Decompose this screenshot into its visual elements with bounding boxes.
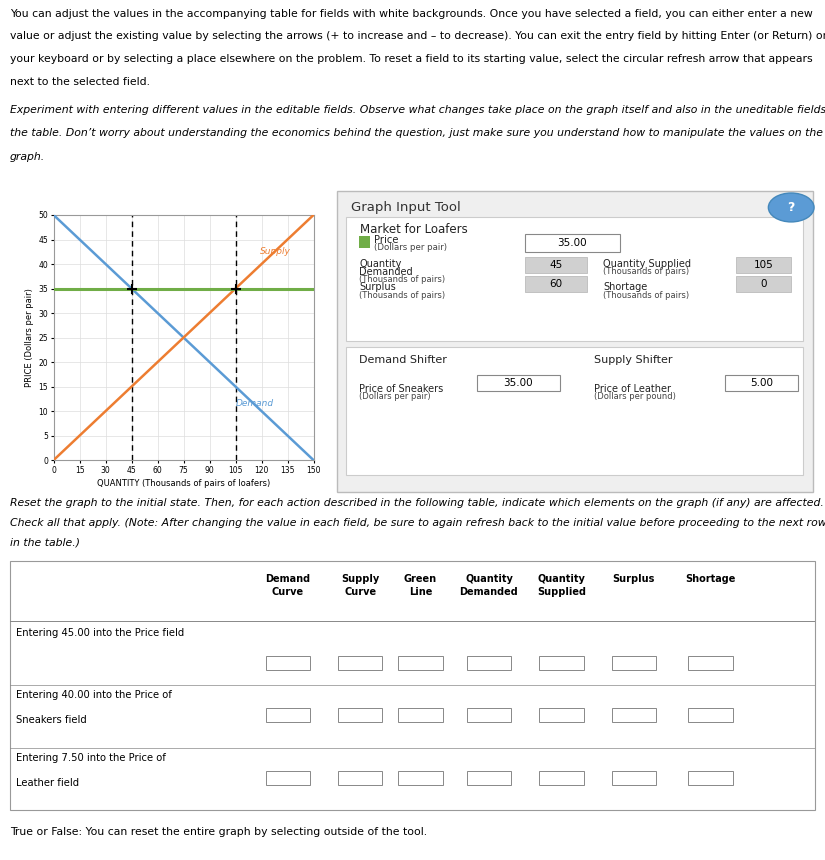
Text: Check all that apply. (Note: After changing the value in each field, be sure to : Check all that apply. (Note: After chang… [10,518,825,528]
Bar [266,771,310,784]
Text: your keyboard or by selecting a place elsewhere on the problem. To reset a field: your keyboard or by selecting a place el… [10,54,813,64]
Bar [688,709,733,722]
Text: Entering 45.00 into the Price field: Entering 45.00 into the Price field [16,628,185,638]
Text: Demand
Curve: Demand Curve [265,574,310,597]
Bar [540,709,583,722]
Text: Entering 7.50 into the Price of: Entering 7.50 into the Price of [16,752,166,763]
Text: Market for Loafers: Market for Loafers [361,223,468,236]
Bar [266,656,310,670]
Text: (Dollars per pair): (Dollars per pair) [374,243,446,252]
Text: Green
Line: Green Line [404,574,437,597]
Text: Demand Shifter: Demand Shifter [360,355,447,365]
Bar [724,375,799,391]
Text: Graph Input Tool: Graph Input Tool [351,201,460,214]
Bar [525,234,620,252]
Bar [338,709,382,722]
Text: in the table.): in the table.) [10,538,80,548]
Bar [540,771,583,784]
Text: 0: 0 [761,279,767,289]
Y-axis label: PRICE (Dollars per pair): PRICE (Dollars per pair) [25,288,34,387]
Text: 5.00: 5.00 [750,378,773,388]
Bar [467,656,512,670]
Text: Demanded: Demanded [360,267,413,277]
Text: Shortage: Shortage [686,574,736,585]
Text: 45: 45 [549,260,562,270]
Text: Entering 40.00 into the Price of: Entering 40.00 into the Price of [16,691,172,700]
Text: (Thousands of pairs): (Thousands of pairs) [360,291,446,299]
Bar [346,347,803,476]
Text: (Dollars per pound): (Dollars per pound) [594,391,676,401]
Bar [737,257,791,273]
Bar [688,771,733,784]
Bar [477,375,560,391]
Bar [338,771,382,784]
Text: 105: 105 [754,260,774,270]
Text: Surplus: Surplus [613,574,655,585]
Bar [688,656,733,670]
Text: Reset the graph to the initial state. Then, for each action described in the fol: Reset the graph to the initial state. Th… [10,498,824,508]
X-axis label: QUANTITY (Thousands of pairs of loafers): QUANTITY (Thousands of pairs of loafers) [97,479,271,488]
Text: next to the selected field.: next to the selected field. [10,77,150,87]
Text: Supply: Supply [260,247,291,256]
Text: 35.00: 35.00 [558,238,587,248]
Text: graph.: graph. [10,152,45,162]
Text: Leather field: Leather field [16,777,79,788]
Bar [737,276,791,292]
Bar [540,656,583,670]
Bar [398,656,443,670]
Text: ?: ? [788,201,795,214]
Text: Sneakers field: Sneakers field [16,716,87,725]
Text: Price of Leather: Price of Leather [594,384,671,394]
Text: Supply Shifter: Supply Shifter [594,355,672,365]
Bar [338,656,382,670]
Text: the table. Don’t worry about understanding the economics behind the question, ju: the table. Don’t worry about understandi… [10,128,823,138]
Bar [467,709,512,722]
Text: (Thousands of pairs): (Thousands of pairs) [360,275,446,284]
Bar [612,656,656,670]
Text: 35.00: 35.00 [503,378,533,388]
Text: 60: 60 [549,279,562,289]
Bar [525,276,587,292]
Text: Demand: Demand [235,399,274,408]
Text: Quantity
Demanded: Quantity Demanded [460,574,518,597]
Bar [346,217,803,341]
Text: Price: Price [374,236,398,245]
Text: Supply
Curve: Supply Curve [341,574,380,597]
Bar [398,771,443,784]
Text: value or adjust the existing value by selecting the arrows (+ to increase and – : value or adjust the existing value by se… [10,32,825,41]
Text: Quantity
Supplied: Quantity Supplied [537,574,586,597]
Bar [525,257,587,273]
Text: Quantity Supplied: Quantity Supplied [603,259,691,268]
Bar [612,709,656,722]
Text: Price of Sneakers: Price of Sneakers [360,384,444,394]
Text: (Dollars per pair): (Dollars per pair) [360,391,431,401]
Bar [612,771,656,784]
Bar [266,709,310,722]
Text: (Thousands of pairs): (Thousands of pairs) [603,291,690,299]
Bar [360,236,370,248]
Bar [467,771,512,784]
Text: Quantity: Quantity [360,259,402,268]
Text: You can adjust the values in the accompanying table for fields with white backgr: You can adjust the values in the accompa… [10,9,813,19]
Bar [398,709,443,722]
Text: Shortage: Shortage [603,282,648,292]
Circle shape [768,193,814,222]
Text: True or False: You can reset the entire graph by selecting outside of the tool.: True or False: You can reset the entire … [10,826,427,837]
Text: (Thousands of pairs): (Thousands of pairs) [603,267,690,276]
Text: Surplus: Surplus [360,282,396,292]
Text: Experiment with entering different values in the editable fields. Observe what c: Experiment with entering different value… [10,105,825,115]
